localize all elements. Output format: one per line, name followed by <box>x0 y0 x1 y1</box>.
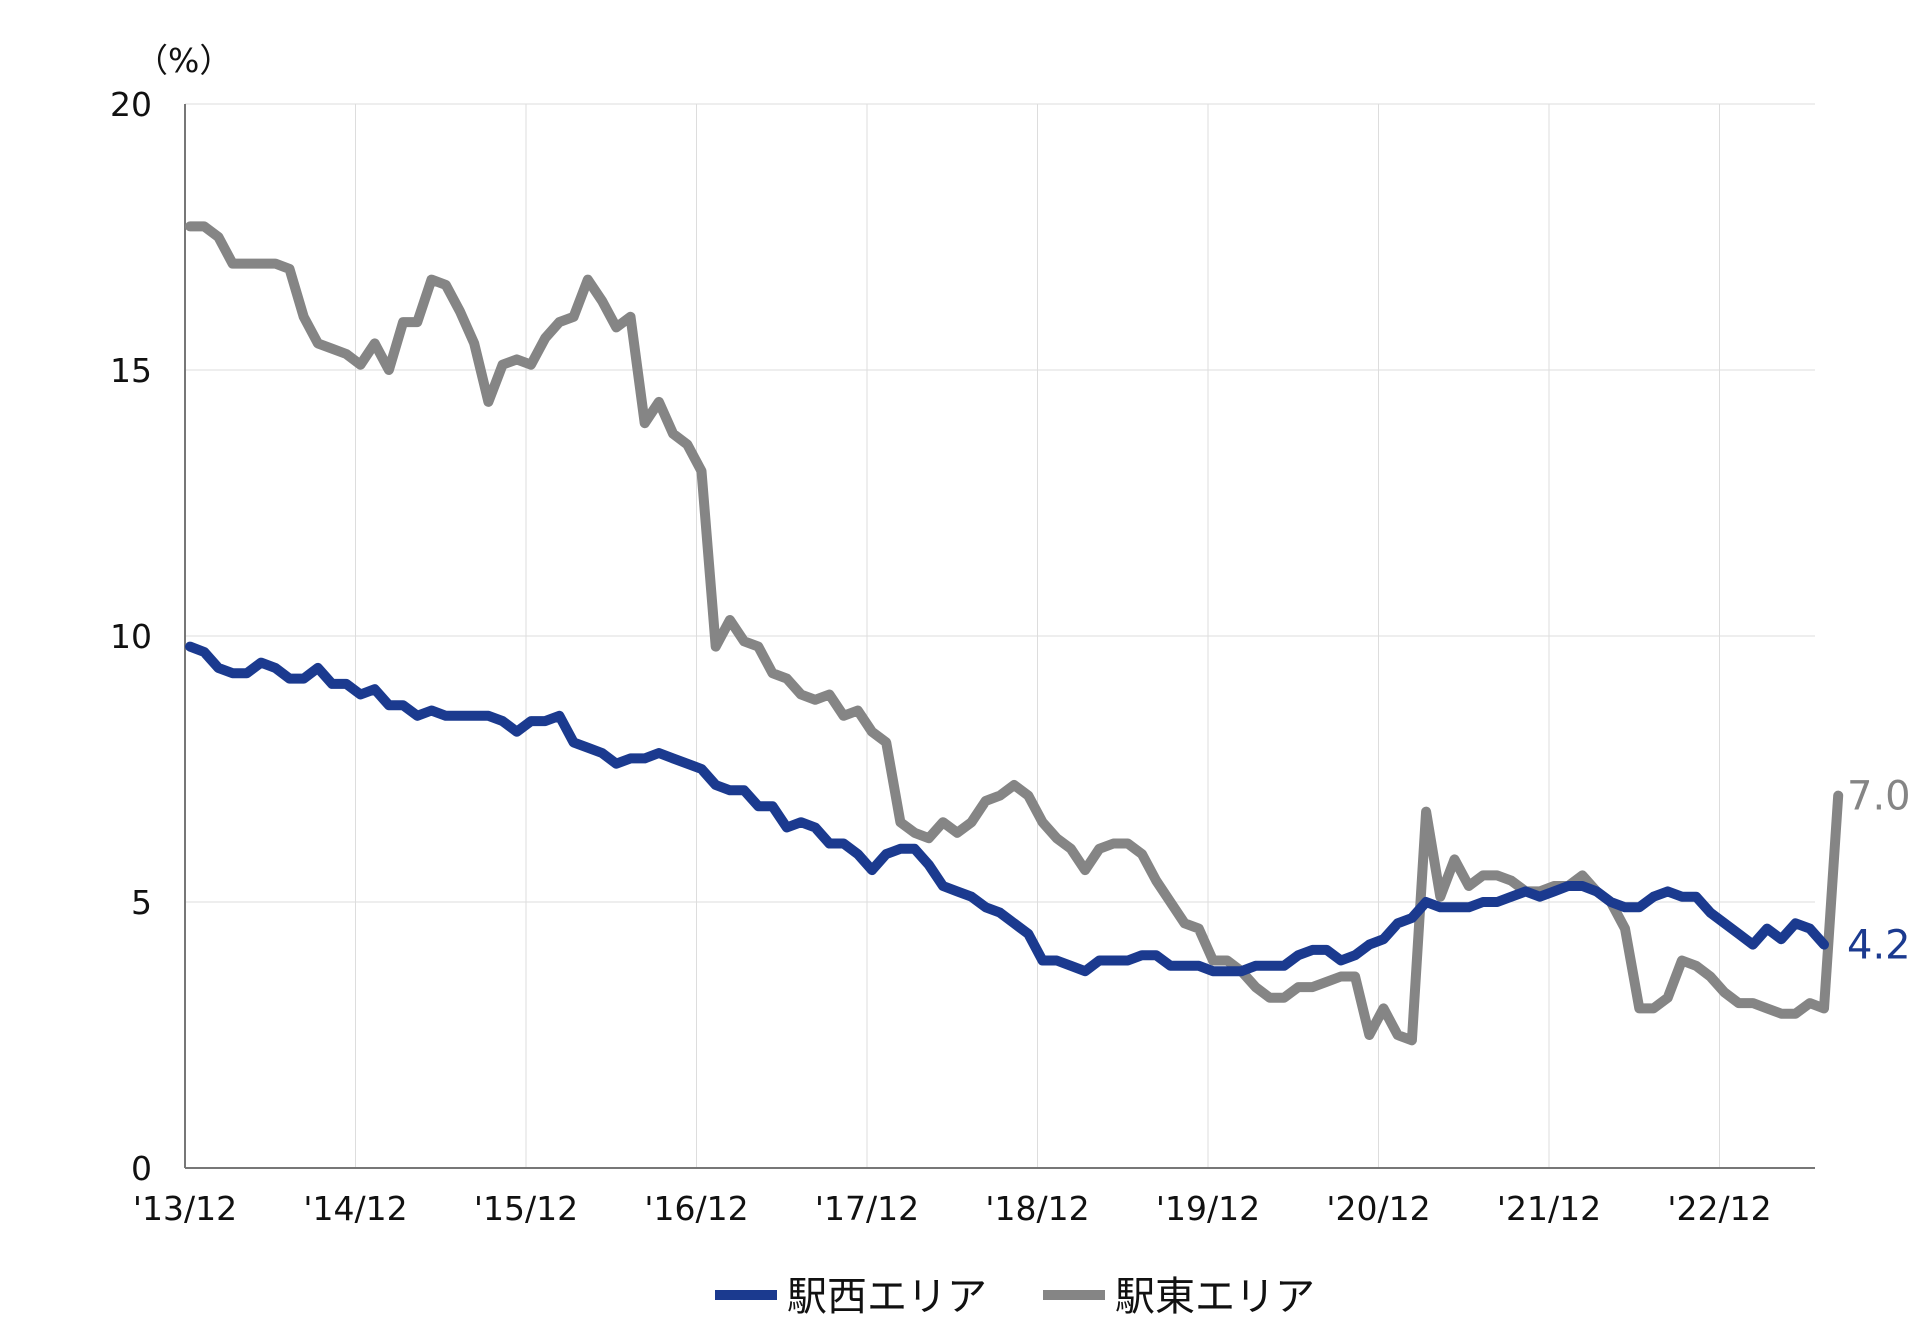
legend-label-east: 駅東エリア <box>1115 1274 1315 1320</box>
x-axis-tick-labels: '13/12 '14/12 '15/12 '16/12 '17/12 '18/12 '19/… <box>133 1189 1772 1228</box>
y-tick-label: 0 <box>131 1149 152 1188</box>
x-tick-label: '16/12 <box>644 1189 748 1228</box>
x-tick-label: '19/12 <box>1156 1189 1260 1228</box>
legend-item-east: 駅東エリア <box>1043 1274 1315 1320</box>
y-tick-label: 15 <box>110 351 152 390</box>
y-tick-label: 20 <box>110 85 152 124</box>
x-tick-label: '15/12 <box>474 1189 578 1228</box>
y-tick-label: 10 <box>110 617 152 656</box>
series-line-west <box>185 641 1829 977</box>
series-end-labels: 7.0 4.2 <box>1847 774 1911 969</box>
x-tick-label: '18/12 <box>985 1189 1089 1228</box>
chart-axes <box>184 104 1815 1169</box>
y-axis-tick-labels: 0 5 10 15 20 <box>110 85 152 1188</box>
chart-gridlines <box>185 103 1815 1168</box>
y-tick-label: 5 <box>131 883 152 922</box>
end-label-east: 7.0 <box>1847 774 1911 820</box>
end-label-west: 4.2 <box>1847 923 1911 969</box>
chart-legend: 駅西エリア 駅東エリア <box>715 1274 1315 1320</box>
x-tick-label: '17/12 <box>815 1189 919 1228</box>
chart-series <box>185 221 1844 1046</box>
legend-item-west: 駅西エリア <box>715 1274 987 1320</box>
y-axis-unit-label: （%） <box>135 41 232 80</box>
x-tick-label: '21/12 <box>1497 1189 1601 1228</box>
x-tick-label: '13/12 <box>133 1189 237 1228</box>
x-tick-label: '14/12 <box>303 1189 407 1228</box>
x-tick-label: '20/12 <box>1326 1189 1430 1228</box>
legend-label-west: 駅西エリア <box>787 1274 987 1320</box>
x-tick-label: '22/12 <box>1667 1189 1771 1228</box>
